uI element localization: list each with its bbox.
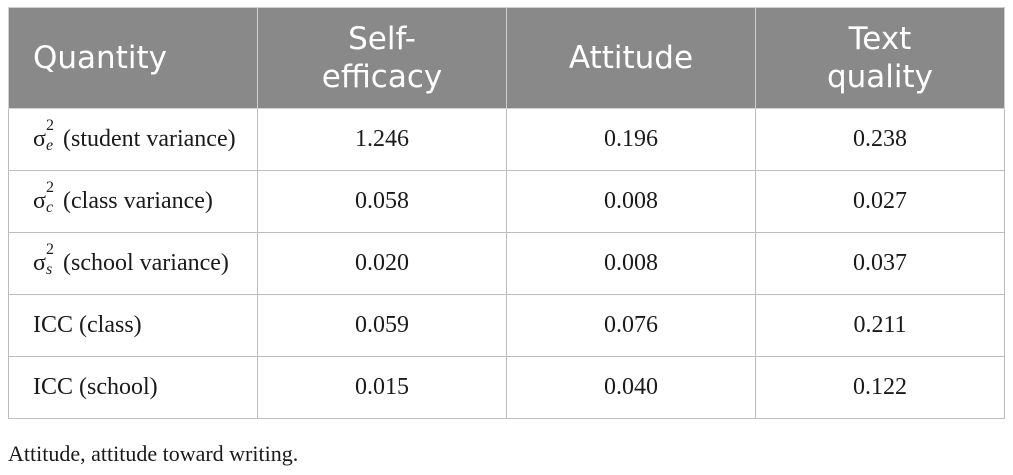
cell-value: 0.196 (506, 108, 756, 171)
table-row: σ 2 s (school variance) 0.020 0.008 0.037 (8, 232, 1005, 295)
cell-value: 0.059 (257, 294, 507, 357)
footnote: Attitude, attitude toward writing. (8, 441, 299, 466)
cell-value: 0.008 (506, 232, 756, 295)
column-header: Text quality (755, 7, 1005, 109)
table-header: Quantity Self-efficacy Attitude Text qualit… (8, 7, 1005, 109)
cell-value: 0.008 (506, 170, 756, 233)
subscript: s (46, 261, 53, 278)
cell-value: 1.246 (257, 108, 507, 171)
cell-value: 0.037 (755, 232, 1005, 295)
cell-value: 0.058 (257, 170, 507, 233)
superscript: 2 (46, 179, 54, 196)
column-header: Quantity (8, 7, 258, 109)
cell-value: 0.027 (755, 170, 1005, 233)
header-text: Text quality (826, 21, 934, 95)
row-label-text: (student variance) (63, 126, 236, 152)
row-label: σ 2 e (student variance) (8, 108, 258, 171)
row-label-text: (school variance) (63, 250, 229, 276)
subscript: c (46, 199, 54, 216)
column-header: Self-efficacy (257, 7, 507, 109)
row-label: ICC (school) (8, 356, 258, 419)
subscript: e (46, 137, 54, 154)
cell-value: 0.122 (755, 356, 1005, 419)
header-text: Self-efficacy (321, 21, 443, 95)
header-text: Quantity (33, 40, 167, 76)
row-label-text: ICC (school) (33, 374, 158, 400)
row-label: σ 2 s (school variance) (8, 232, 258, 295)
table-row: ICC (class) 0.059 0.076 0.211 (8, 294, 1005, 357)
cell-value: 0.211 (755, 294, 1005, 357)
cell-value: 0.238 (755, 108, 1005, 171)
column-header: Attitude (506, 7, 756, 109)
superscript: 2 (46, 117, 54, 134)
cell-value: 0.076 (506, 294, 756, 357)
row-label-text: ICC (class) (33, 312, 142, 338)
row-label: ICC (class) (8, 294, 258, 357)
header-row: Quantity Self-efficacy Attitude Text qualit… (8, 7, 1005, 109)
cell-value: 0.040 (506, 356, 756, 419)
variance-table: Quantity Self-efficacy Attitude Text qualit… (8, 7, 1005, 419)
cell-value: 0.020 (257, 232, 507, 295)
header-text: Attitude (568, 40, 694, 76)
superscript: 2 (46, 241, 54, 258)
cell-value: 0.015 (257, 356, 507, 419)
table-body: σ 2 e (student variance) 1.246 0.196 0.238 σ 2 c(… (8, 108, 1005, 419)
table-row: ICC (school) 0.015 0.040 0.122 (8, 356, 1005, 419)
table-row: σ 2 e (student variance) 1.246 0.196 0.238 (8, 108, 1005, 171)
table-row: σ 2 c (class variance) 0.058 0.008 0.027 (8, 170, 1005, 233)
row-label: σ 2 c (class variance) (8, 170, 258, 233)
row-label-text: (class variance) (63, 188, 213, 214)
